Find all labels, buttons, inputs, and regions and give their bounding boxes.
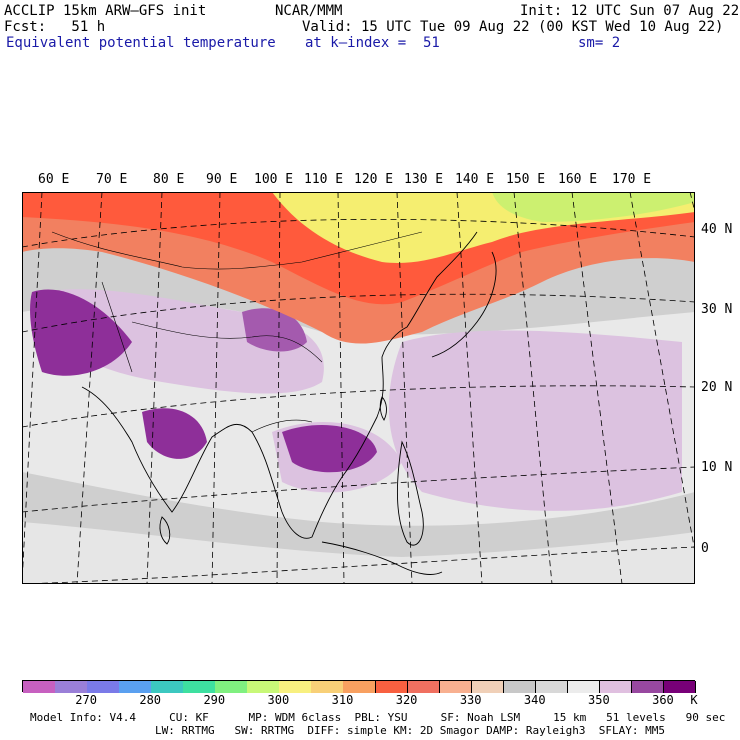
longitude-label: 160 E [558, 172, 598, 187]
latitude-label: 0 [701, 541, 709, 556]
green-region [492, 192, 695, 222]
model-info-line2: LW: RRTMG SW: RRTMG DIFF: simple KM: 2D … [155, 724, 665, 737]
longitude-label: 120 E [354, 172, 394, 187]
forecast-hour: Fcst: 51 h [4, 19, 106, 35]
coastlines [81, 231, 497, 575]
colorbar-swatch [247, 681, 280, 693]
colorbar-tick-label: 310 [331, 693, 354, 707]
colorbar-tick-label: 350 [588, 693, 610, 707]
longitude-label: 110 E [304, 172, 344, 187]
bay-of-bengal-dark-patch [142, 408, 207, 459]
western-pacific-lavender [388, 330, 682, 511]
colorbar-tick-label: 320 [395, 693, 418, 707]
model-title: ACCLIP 15km ARW–GFS init [4, 3, 207, 19]
colorbar-swatch [311, 681, 344, 693]
colorbar-swatch [215, 681, 248, 693]
tibet-purple-patch [242, 308, 307, 352]
colorbar-tick-label: 330 [459, 693, 482, 707]
colorbar-swatch [567, 681, 601, 693]
colorbar-tick-label: 280 [139, 693, 162, 707]
level-text: at k–index = 51 [305, 35, 440, 51]
longitude-label: 140 E [455, 172, 495, 187]
map-frame [22, 192, 695, 584]
colorbar-swatch [439, 681, 473, 693]
latitude-label: 40 N [701, 222, 733, 237]
graticule [22, 192, 695, 584]
colorbar-swatch [183, 681, 216, 693]
colorbar-tick-label: 290 [203, 693, 226, 707]
model-info-line1: Model Info: V4.4 CU: KF MP: WDM 6class P… [30, 711, 726, 724]
country-borders [51, 231, 423, 433]
colorbar-swatch [151, 681, 184, 693]
colorbar-swatch [503, 681, 537, 693]
longitude-label: 80 E [153, 172, 185, 187]
colorbar-swatch [87, 681, 120, 693]
colorbar-swatch [279, 681, 312, 693]
colorbar-swatch [663, 681, 697, 693]
colorbar-swatch [599, 681, 633, 693]
longitude-label: 170 E [612, 172, 652, 187]
valid-time: Valid: 15 UTC Tue 09 Aug 22 (00 KST Wed … [302, 19, 724, 35]
longitude-label: 100 E [254, 172, 294, 187]
field-name: Equivalent potential temperature [6, 35, 276, 51]
init-time: Init: 12 UTC Sun 07 Aug 22 [520, 3, 740, 19]
longitude-label: 70 E [96, 172, 128, 187]
colorbar-swatch [535, 681, 569, 693]
colorbar-swatch [631, 681, 665, 693]
colorbar-swatch [119, 681, 152, 693]
longitude-label: 130 E [404, 172, 444, 187]
longitude-label: 60 E [38, 172, 70, 187]
colorbar-swatch [407, 681, 441, 693]
colorbar-unit: K [690, 693, 698, 707]
latitude-label: 10 N [701, 460, 733, 475]
center-name: NCAR/MMM [275, 3, 343, 19]
longitude-label: 90 E [206, 172, 238, 187]
equatorial-ocean [22, 522, 695, 584]
colorbar-swatch [55, 681, 88, 693]
colorbar-tick-label: 360 [652, 693, 674, 707]
colorbar-tick-label: 300 [267, 693, 290, 707]
smooth-text: sm= 2 [578, 35, 621, 51]
colorbar-tick-label: 270 [75, 693, 97, 707]
colorbar-swatch [471, 681, 505, 693]
colorbar-swatch [375, 681, 409, 693]
colorbar-swatch [23, 681, 56, 693]
latitude-label: 30 N [701, 302, 733, 317]
longitude-label: 150 E [506, 172, 546, 187]
colorbar [22, 680, 697, 693]
colorbar-swatch [343, 681, 377, 693]
equivalent-potential-temperature-map [22, 192, 695, 584]
colorbar-tick-label: 340 [523, 693, 546, 707]
pakistan-dark-patch [30, 289, 132, 376]
latitude-label: 20 N [701, 380, 733, 395]
